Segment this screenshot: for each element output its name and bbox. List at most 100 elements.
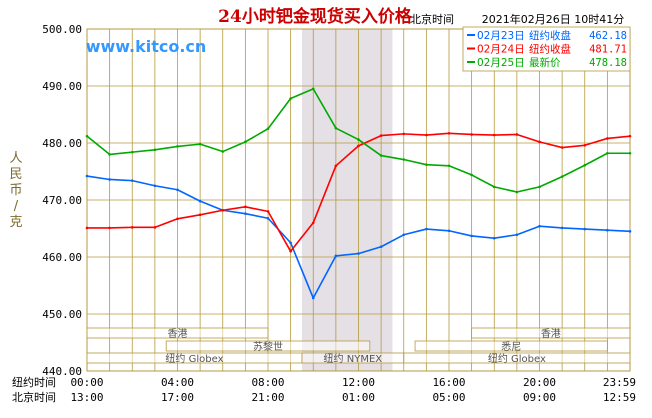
legend: 02月23日 纽约收盘 462.18 02月24日 纽约收盘 481.71 02月25日 最新… [462,26,631,72]
x-tick-labels: 00:00 04:00 08:00 12:00 16:00 20:00 23:59 13:00… [70,376,636,404]
series-point-1 [266,216,270,220]
y-axis-label-char: 克 [9,215,22,230]
x-tick-label: 04:00 [161,376,194,389]
series-point-2 [628,134,632,138]
series-point-1 [357,252,360,255]
legend-desc: 纽约收盘 [529,29,571,42]
x-tick-label: 12:00 [342,376,375,389]
market-session-bar [86,327,269,339]
series-point-2 [538,140,541,144]
legend-date: 02月24日 [477,44,525,56]
series-layer [85,87,632,300]
x-tick-label: 00:00 [70,376,103,389]
series-point-1 [244,212,247,215]
series-point-1 [176,188,179,192]
series-point-3 [470,173,473,177]
series-point-2 [402,132,406,136]
series-point-2 [470,133,473,136]
series-point-1 [606,228,609,232]
legend-box [462,26,631,72]
series-point-1 [583,227,587,231]
x-tick-label: 08:00 [251,376,284,389]
market-session-bar [165,340,371,352]
series-point-3 [583,163,587,167]
series-point-1 [85,174,89,178]
x-tick-label: 01:00 [342,391,375,404]
series-point-3 [198,142,202,146]
y-tick-label: 490.00 [42,80,82,93]
timestamp: 2021年02月26日 10时41分 [482,12,624,26]
series-point-1 [334,254,338,258]
series-point-2 [334,164,338,168]
series-point-1 [492,236,496,240]
series-point-2 [176,217,179,221]
series-point-3 [538,185,541,189]
series-point-3 [289,97,292,100]
x-tick-label: 12:59 [603,391,636,404]
y-tick-label: 450.00 [42,308,82,321]
series-point-2 [266,210,270,213]
series-point-2 [379,134,383,137]
legend-desc: 纽约收盘 [529,43,571,56]
series-point-2 [583,143,587,147]
series-point-3 [221,150,225,153]
series-point-2 [311,221,315,225]
market-session-label: 纽约 Globex [165,352,223,365]
legend-value: 478.18 [589,57,627,69]
y-axis-label: 人民币/克 [9,151,22,230]
series-point-3 [244,140,247,144]
series-point-1 [470,234,473,238]
x-tick-label: 23:59 [603,376,636,389]
series-point-3 [266,127,270,131]
y-axis-label-char: / [14,199,19,214]
series-point-1 [153,184,157,188]
y-axis-label-char: 币 [9,183,22,198]
series-point-2 [221,208,225,212]
market-session-bar [471,327,631,339]
market-session-label: 香港 [168,328,188,340]
market-session-label: 香港 [541,328,561,340]
series-point-1 [289,241,292,245]
x-row-label: 北京时间 [12,390,56,404]
series-point-1 [130,179,134,182]
market-session-label: 纽约 Globex [488,352,546,365]
market-session-label: 悉尼 [501,341,521,353]
market-session-label: 纽约 NYMEX [324,352,383,365]
y-axis-label-char: 民 [9,167,22,182]
series-point-3 [334,126,338,130]
series-point-2 [244,205,247,209]
series-point-2 [606,137,609,140]
series-point-1 [447,229,451,233]
series-point-1 [515,233,519,237]
series-point-1 [538,224,541,228]
y-tick-labels: 500.00 490.00 480.00 470.00 460.00 450.00 440.… [42,23,82,378]
series-point-3 [85,134,89,138]
series-point-1 [425,227,428,231]
x-tick-label: 13:00 [70,391,103,404]
series-point-2 [198,213,202,217]
y-tick-label: 440.00 [42,365,82,378]
series-point-1 [311,296,315,300]
series-point-1 [560,226,564,230]
legend-date: 02月25日 [477,57,525,69]
timezone-label: 北京时间 [410,12,454,26]
x-tick-label: 17:00 [161,391,194,404]
series-point-2 [492,133,496,137]
series-point-3 [492,185,496,189]
y-tick-label: 480.00 [42,137,82,150]
x-tick-label: 05:00 [432,391,465,404]
x-tick-label: 16:00 [432,376,465,389]
chart-title: 24小时钯金现货买入价格 [218,6,413,27]
series-point-3 [402,158,406,161]
y-tick-label: 460.00 [42,251,82,264]
y-tick-label: 470.00 [42,194,82,207]
series-point-3 [311,87,315,91]
legend-date: 02月23日 [477,30,525,42]
plot-frame [86,28,631,372]
legend-value: 481.71 [589,44,627,56]
series-point-3 [628,151,632,155]
